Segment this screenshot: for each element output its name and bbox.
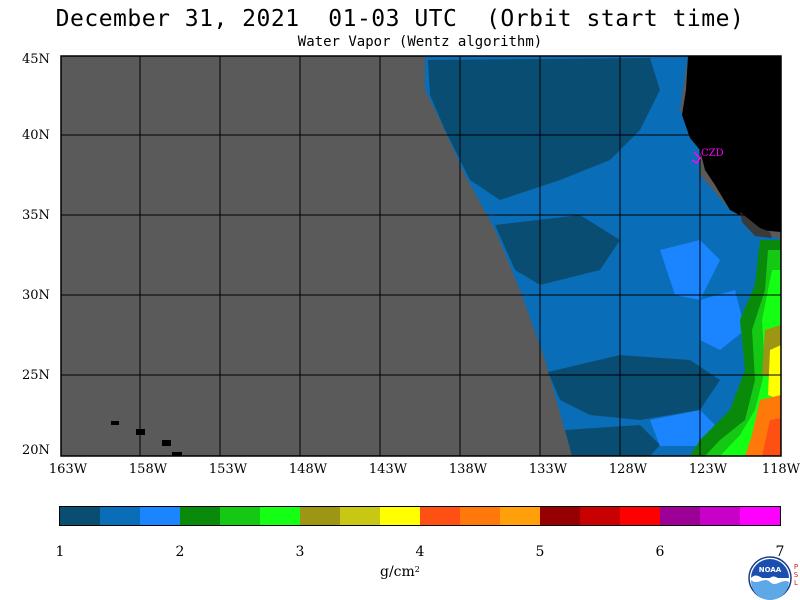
swath-bright-2 <box>700 290 745 350</box>
hawaii-island-1 <box>111 421 119 425</box>
map-frame <box>60 55 782 457</box>
colorbar <box>59 506 781 526</box>
noaa-logo: NOAA <box>748 556 792 600</box>
station-label: CZD <box>701 148 724 159</box>
hawaii-island-4 <box>172 452 182 456</box>
swath-bright-3 <box>650 410 720 446</box>
lon-label-123w: 123W <box>688 462 728 477</box>
colorbar-label-6: 6 <box>655 544 665 560</box>
psl-letter-p: P <box>793 563 799 571</box>
units-text: g/cm <box>380 564 415 580</box>
colorbar-segment <box>540 507 580 525</box>
lat-label-35n: 35N <box>22 208 50 223</box>
colorbar-label-2: 2 <box>175 544 185 560</box>
colorbar-label-1: 1 <box>55 544 65 560</box>
psl-letter-s: S <box>793 571 799 579</box>
lon-label-158w: 158W <box>128 462 168 477</box>
colorbar-segment <box>220 507 260 525</box>
colorbar-segment <box>700 507 740 525</box>
colorbar-segment <box>180 507 220 525</box>
colorbar-segment <box>420 507 460 525</box>
swath-dark-south <box>548 355 720 420</box>
lat-label-20n: 20N <box>22 443 50 458</box>
lon-label-133w: 133W <box>528 462 568 477</box>
colorbar-segment <box>300 507 340 525</box>
colorbar-segment <box>460 507 500 525</box>
colorbar-label-5: 5 <box>535 544 545 560</box>
water-vapor-map: CZD <box>60 55 782 457</box>
lon-label-118w: 118W <box>761 462 800 477</box>
colorbar-segment <box>60 507 100 525</box>
colorbar-segment <box>380 507 420 525</box>
swath-red-orange <box>762 418 781 456</box>
colorbar-units: g/cm2 <box>380 564 420 580</box>
lon-label-143w: 143W <box>368 462 408 477</box>
colorbar-label-7: 7 <box>775 544 785 560</box>
swath-bright-1 <box>660 240 720 300</box>
psl-letter-l: L <box>794 579 798 587</box>
lon-label-138w: 138W <box>448 462 488 477</box>
swath-yellow <box>768 345 781 400</box>
colorbar-segment <box>740 507 780 525</box>
colorbar-segment <box>140 507 180 525</box>
land-mass <box>682 56 781 232</box>
colorbar-label-4: 4 <box>415 544 425 560</box>
graticule <box>61 56 781 456</box>
units-exponent: 2 <box>414 565 420 574</box>
colorbar-segment <box>100 507 140 525</box>
psl-text: P S L <box>792 563 800 587</box>
colorbar-segment <box>660 507 700 525</box>
lon-label-128w: 128W <box>608 462 648 477</box>
colorbar-segment <box>580 507 620 525</box>
lon-label-153w: 153W <box>208 462 248 477</box>
swath-dark-bottom <box>565 425 660 456</box>
swath-dark-north <box>428 58 660 200</box>
station-marker-icon <box>691 151 701 165</box>
colorbar-segment <box>340 507 380 525</box>
swath-dark-mid <box>495 215 620 285</box>
lat-label-45n: 45N <box>22 52 50 67</box>
map-subtitle: Water Vapor (Wentz algorithm) <box>297 34 543 50</box>
lat-label-40n: 40N <box>22 128 50 143</box>
hawaii-island-3 <box>162 440 171 446</box>
lat-label-25n: 25N <box>22 368 50 383</box>
colorbar-segment <box>260 507 300 525</box>
lon-label-148w: 148W <box>288 462 328 477</box>
land-baja <box>740 212 772 238</box>
colorbar-segment <box>500 507 540 525</box>
noaa-logo-text: NOAA <box>759 566 782 574</box>
colorbar-label-3: 3 <box>295 544 305 560</box>
lat-label-30n: 30N <box>22 288 50 303</box>
map-title: December 31, 2021 01-03 UTC (Orbit start… <box>55 6 745 32</box>
colorbar-segment <box>620 507 660 525</box>
lon-label-163w: 163W <box>48 462 88 477</box>
